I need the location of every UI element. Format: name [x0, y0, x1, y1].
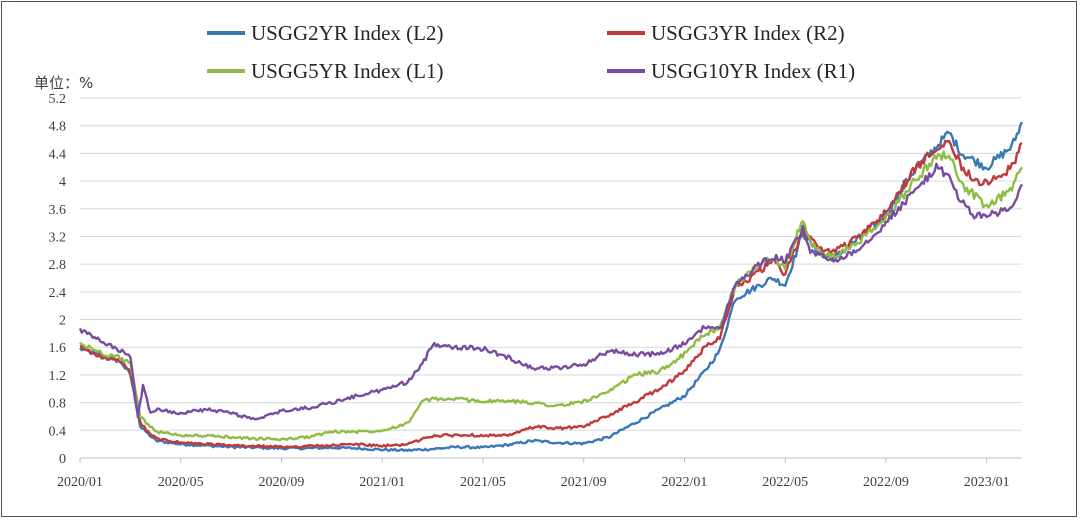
- series-line-3: [79, 150, 1024, 442]
- series-lines: [78, 121, 1024, 452]
- y-tick-label: 0.4: [49, 424, 67, 439]
- x-tick-label: 2020/01: [57, 475, 103, 490]
- series-line-1: [79, 121, 1024, 452]
- unit-label: 单位：%: [34, 74, 93, 92]
- x-tick-label: 2020/05: [158, 475, 204, 490]
- legend-label: USGG10YR Index (R1): [651, 59, 855, 83]
- legend-label: USGG2YR Index (L2): [251, 21, 443, 45]
- y-tick-label: 4: [59, 175, 66, 190]
- x-tick-label: 2021/05: [460, 475, 506, 490]
- legend-label: USGG5YR Index (L1): [251, 59, 443, 83]
- series-line-4: [78, 162, 1024, 421]
- x-tick-label: 2022/05: [762, 475, 808, 490]
- y-tick-label: 4.4: [49, 147, 67, 162]
- x-tick-label: 2022/09: [863, 475, 909, 490]
- x-axis-ticks: 2020/01 2020/05 2020/09 2021/01 2021/05 2021/…: [57, 458, 1010, 490]
- y-tick-label: 3.2: [49, 230, 67, 245]
- y-tick-label: 1.6: [49, 341, 67, 356]
- y-axis-ticks: 0 0.4 0.8 1.2 1.6 2 2.4 2.8 3.2 3.6 4 4.4 4.8 5.2: [49, 92, 67, 467]
- y-tick-label: 2.4: [49, 286, 67, 301]
- x-tick-label: 2022/01: [662, 475, 708, 490]
- y-tick-label: 0: [59, 452, 66, 467]
- legend: USGG2YR Index (L2) USGG3YR Index (R2) USGG…: [207, 21, 855, 83]
- series-line-2: [79, 139, 1023, 449]
- x-tick-label: 2020/09: [259, 475, 305, 490]
- y-tick-label: 4.8: [49, 120, 67, 135]
- y-tick-label: 2: [59, 314, 66, 329]
- y-tick-label: 3.6: [49, 203, 67, 218]
- gridlines: [80, 97, 1022, 431]
- legend-label: USGG3YR Index (R2): [651, 21, 845, 45]
- y-tick-label: 5.2: [49, 92, 67, 107]
- x-tick-label: 2021/09: [561, 475, 607, 490]
- x-tick-label: 2021/01: [359, 475, 405, 490]
- y-tick-label: 2.8: [49, 258, 67, 273]
- x-tick-label: 2023/01: [964, 475, 1010, 490]
- y-tick-label: 1.2: [49, 369, 67, 384]
- y-tick-label: 0.8: [49, 397, 67, 412]
